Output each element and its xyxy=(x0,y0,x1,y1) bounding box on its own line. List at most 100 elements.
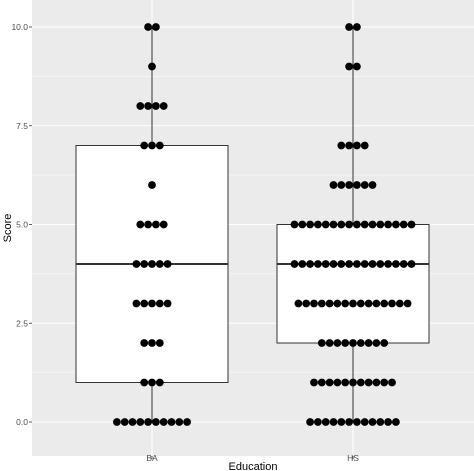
data-dot xyxy=(368,260,377,268)
data-dot xyxy=(159,220,168,229)
data-dot xyxy=(148,62,156,71)
y-tick-label: 7.5 xyxy=(16,121,28,131)
data-dot xyxy=(345,141,353,150)
data-dot xyxy=(132,299,141,308)
x-axis-title: Education xyxy=(229,461,278,471)
data-dot xyxy=(345,62,353,71)
data-dot xyxy=(337,181,346,189)
data-dot xyxy=(364,339,373,347)
data-dot xyxy=(148,141,156,150)
box-hs xyxy=(276,224,430,344)
data-dot xyxy=(388,378,396,387)
data-dot xyxy=(349,378,357,387)
data-dot xyxy=(152,418,160,426)
data-dot xyxy=(128,418,137,426)
data-dot xyxy=(155,141,164,150)
data-dot xyxy=(321,220,330,229)
data-dot xyxy=(384,260,392,268)
data-dot xyxy=(356,378,365,387)
data-dot xyxy=(329,260,338,268)
dot-layer xyxy=(113,23,416,426)
data-dot xyxy=(329,418,338,426)
data-dot xyxy=(155,260,164,268)
data-dot xyxy=(399,220,408,229)
data-dot xyxy=(314,418,322,426)
data-dot xyxy=(329,220,338,229)
data-dot xyxy=(155,378,164,387)
data-dot xyxy=(353,23,361,31)
data-dot xyxy=(144,23,153,31)
data-dot xyxy=(163,260,172,268)
data-dot xyxy=(140,141,149,150)
x-tick-label: HS xyxy=(347,453,359,463)
data-dot xyxy=(148,339,156,347)
data-dot xyxy=(310,299,318,308)
data-dot xyxy=(159,102,168,110)
data-dot xyxy=(144,418,153,426)
data-dot xyxy=(360,260,369,268)
data-dot xyxy=(310,378,318,387)
data-dot xyxy=(345,181,353,189)
y-axis-title: Score xyxy=(2,214,14,243)
data-dot xyxy=(368,220,377,229)
axis-layer: 0.0 2.5 5.0 7.5 10.0 BA HS xyxy=(11,22,359,463)
data-dot xyxy=(341,339,350,347)
data-dot xyxy=(306,220,314,229)
data-dot xyxy=(388,299,396,308)
data-dot xyxy=(345,418,353,426)
data-dot xyxy=(395,299,404,308)
data-dot xyxy=(341,378,350,387)
data-dot xyxy=(392,220,400,229)
data-dot xyxy=(290,220,299,229)
data-dot xyxy=(360,220,369,229)
data-dot xyxy=(155,339,164,347)
data-dot xyxy=(372,299,381,308)
data-dot xyxy=(364,299,373,308)
data-dot xyxy=(353,260,361,268)
y-tick-label: 5.0 xyxy=(16,220,28,230)
data-dot xyxy=(317,378,326,387)
data-dot xyxy=(364,378,373,387)
data-dot xyxy=(321,418,330,426)
data-dot xyxy=(306,260,314,268)
data-dot xyxy=(345,220,353,229)
data-dot xyxy=(148,181,156,189)
data-dot xyxy=(349,339,357,347)
data-dot xyxy=(314,260,322,268)
data-dot xyxy=(136,102,145,110)
x-tick-label: BA xyxy=(146,453,158,463)
data-dot xyxy=(175,418,184,426)
data-dot xyxy=(372,378,381,387)
data-dot xyxy=(353,181,361,189)
data-dot xyxy=(132,260,141,268)
data-dot xyxy=(148,299,156,308)
data-dot xyxy=(159,418,168,426)
data-dot xyxy=(368,418,377,426)
y-tick-label: 2.5 xyxy=(16,318,28,328)
y-tick-label: 0.0 xyxy=(16,417,28,427)
data-dot xyxy=(337,220,346,229)
data-dot xyxy=(353,141,361,150)
data-dot xyxy=(136,418,145,426)
data-dot xyxy=(345,23,353,31)
data-dot xyxy=(376,418,385,426)
data-dot xyxy=(298,220,307,229)
data-dot xyxy=(345,260,353,268)
data-dot xyxy=(360,418,369,426)
data-dot xyxy=(360,141,369,150)
data-dot xyxy=(152,102,160,110)
data-dot xyxy=(392,418,400,426)
data-dot xyxy=(317,339,326,347)
data-dot xyxy=(392,260,400,268)
data-dot xyxy=(337,260,346,268)
data-dot xyxy=(298,260,307,268)
data-dot xyxy=(317,299,326,308)
data-dot xyxy=(380,378,389,387)
data-dot xyxy=(337,418,346,426)
data-dot xyxy=(356,339,365,347)
data-dot xyxy=(376,220,385,229)
data-dot xyxy=(148,260,156,268)
data-dot xyxy=(140,260,149,268)
data-dot xyxy=(353,418,361,426)
data-dot xyxy=(325,378,334,387)
